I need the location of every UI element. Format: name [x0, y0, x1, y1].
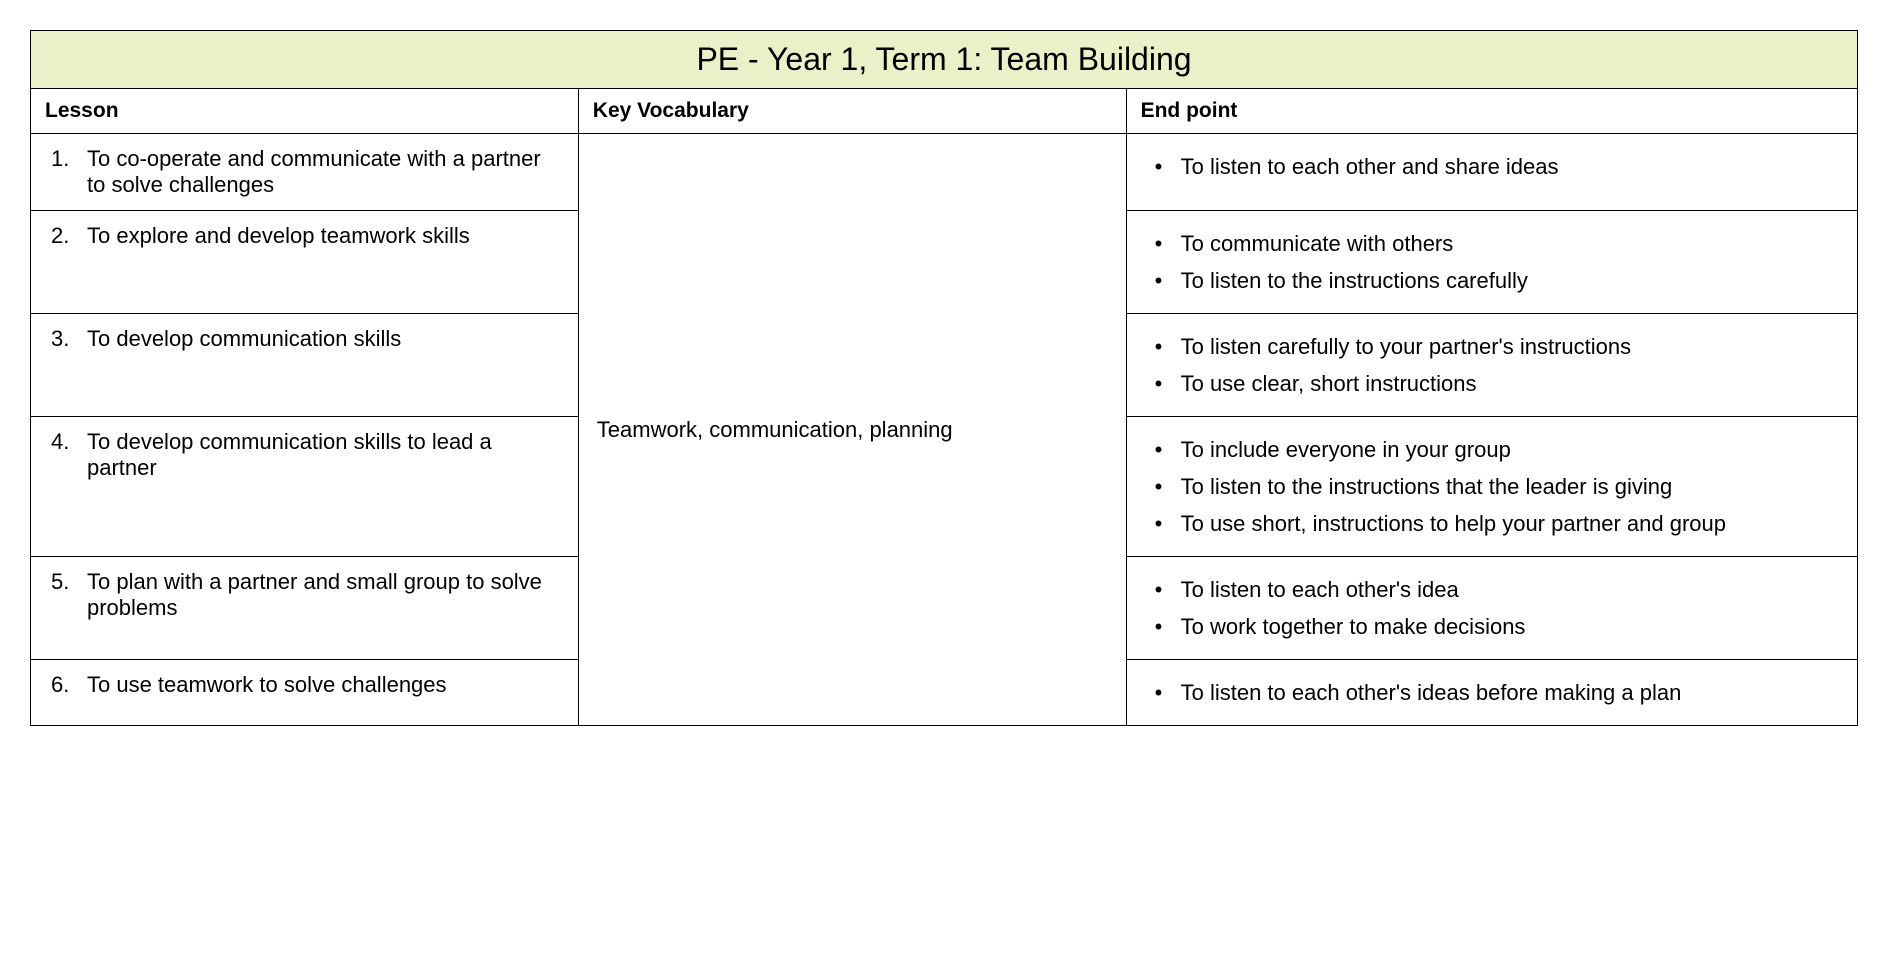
lesson-number: 4.: [51, 429, 75, 455]
lesson-text: To develop communication skills to lead …: [87, 429, 564, 481]
body-row: 1. To co-operate and communicate with a p…: [31, 134, 1857, 725]
lesson-number: 3.: [51, 326, 75, 352]
endpoint-cell: To listen to each other's idea To work to…: [1127, 557, 1857, 660]
endpoint-list: To listen to each other's ideas before m…: [1145, 676, 1839, 709]
lesson-number: 1.: [51, 146, 75, 172]
curriculum-table: PE - Year 1, Term 1: Team Building Lesso…: [30, 30, 1858, 726]
endpoint-item: To work together to make decisions: [1145, 610, 1839, 643]
lesson-cell: 1. To co-operate and communicate with a p…: [31, 134, 578, 211]
lesson-text: To co-operate and communicate with a par…: [87, 146, 564, 198]
lesson-cell: 2. To explore and develop teamwork skills: [31, 211, 578, 314]
endpoint-item: To use short, instructions to help your …: [1145, 507, 1839, 540]
header-row: Lesson Key Vocabulary End point: [31, 89, 1857, 134]
lesson-cell: 5. To plan with a partner and small group…: [31, 557, 578, 660]
endpoint-cell: To include everyone in your group To list…: [1127, 417, 1857, 557]
header-endpoint: End point: [1127, 89, 1857, 134]
endpoint-item: To listen to each other's ideas before m…: [1145, 676, 1839, 709]
lesson-text: To plan with a partner and small group t…: [87, 569, 564, 621]
endpoint-item: To include everyone in your group: [1145, 433, 1839, 466]
lesson-number: 6.: [51, 672, 75, 698]
endpoint-list: To include everyone in your group To list…: [1145, 433, 1839, 540]
endpoint-list: To listen carefully to your partner's in…: [1145, 330, 1839, 400]
endpoint-item: To listen carefully to your partner's in…: [1145, 330, 1839, 363]
lesson-text: To develop communication skills: [87, 326, 564, 352]
lesson-text: To explore and develop teamwork skills: [87, 223, 564, 249]
endpoint-item: To communicate with others: [1145, 227, 1839, 260]
table-title: PE - Year 1, Term 1: Team Building: [31, 31, 1857, 89]
lesson-cell: 6. To use teamwork to solve challenges: [31, 660, 578, 725]
endpoint-column: To listen to each other and share ideas T…: [1127, 134, 1857, 725]
endpoint-item: To listen to each other's idea: [1145, 573, 1839, 606]
vocabulary-text: Teamwork, communication, planning: [597, 417, 953, 443]
endpoint-cell: To communicate with others To listen to t…: [1127, 211, 1857, 314]
endpoint-cell: To listen to each other's ideas before m…: [1127, 660, 1857, 725]
lesson-number: 2.: [51, 223, 75, 249]
lesson-number: 5.: [51, 569, 75, 595]
endpoint-cell: To listen carefully to your partner's in…: [1127, 314, 1857, 417]
lesson-cell: 3. To develop communication skills: [31, 314, 578, 417]
lesson-column: 1. To co-operate and communicate with a p…: [31, 134, 579, 725]
endpoint-list: To listen to each other's idea To work to…: [1145, 573, 1839, 643]
endpoint-item: To listen to each other and share ideas: [1145, 150, 1839, 183]
lesson-cell: 4. To develop communication skills to lea…: [31, 417, 578, 557]
endpoint-item: To listen to the instructions carefully: [1145, 264, 1839, 297]
vocabulary-cell: Teamwork, communication, planning: [579, 134, 1127, 725]
lesson-text: To use teamwork to solve challenges: [87, 672, 564, 698]
header-lesson: Lesson: [31, 89, 579, 134]
endpoint-item: To use clear, short instructions: [1145, 367, 1839, 400]
endpoint-item: To listen to the instructions that the l…: [1145, 470, 1839, 503]
header-vocab: Key Vocabulary: [579, 89, 1127, 134]
endpoint-cell: To listen to each other and share ideas: [1127, 134, 1857, 211]
endpoint-list: To communicate with others To listen to t…: [1145, 227, 1839, 297]
endpoint-list: To listen to each other and share ideas: [1145, 150, 1839, 183]
